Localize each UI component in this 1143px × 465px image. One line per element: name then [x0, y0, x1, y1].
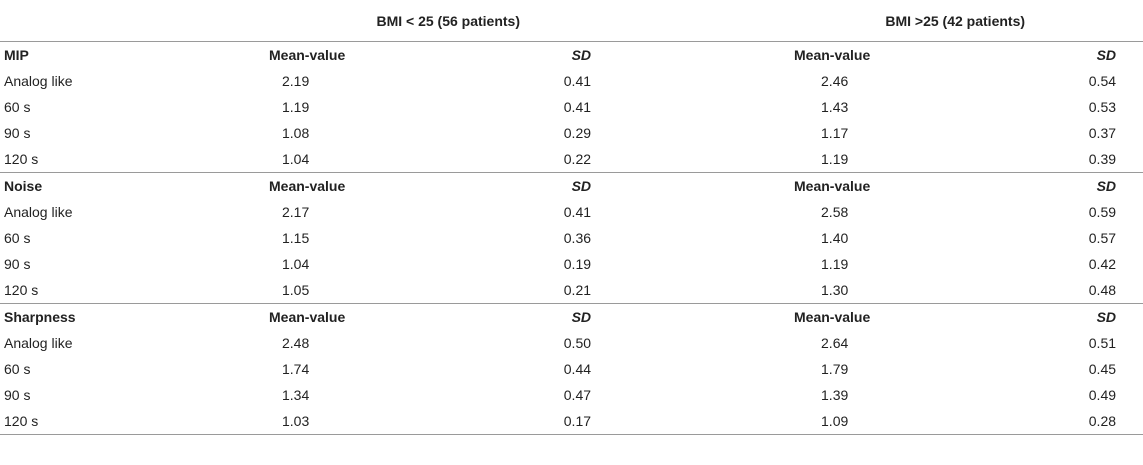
- mean-value-cell: 1.08: [282, 125, 310, 141]
- mean-value-cell: 1.40: [821, 230, 849, 246]
- mean-value-cell: 1.09: [600, 408, 981, 435]
- mean-value-cell: 1.03: [120, 408, 450, 435]
- row-label: 60 s: [4, 230, 31, 246]
- section-title: Noise: [0, 172, 120, 199]
- mean-value-cell: 1.34: [282, 387, 310, 403]
- sd-cell: 0.22: [563, 151, 592, 167]
- mean-value-cell: 1.05: [282, 282, 310, 298]
- table-row: 60 s 1.74 0.44 1.79 0.45: [0, 356, 1143, 382]
- section-title: Sharpness: [0, 303, 120, 330]
- row-label: 90 s: [4, 256, 31, 272]
- sd-cell: 0.57: [1088, 230, 1117, 246]
- sd-cell: 0.44: [563, 361, 592, 377]
- mean-value-cell: 1.39: [821, 387, 849, 403]
- row-label: Analog like: [4, 73, 73, 89]
- row-label: 120 s: [0, 408, 120, 435]
- mean-value-cell: 1.15: [282, 230, 310, 246]
- mean-value-cell: 1.74: [282, 361, 310, 377]
- row-label: 120 s: [4, 151, 39, 167]
- sd-cell: 0.59: [1088, 204, 1117, 220]
- mean-value-header: Mean-value: [120, 41, 450, 68]
- sd-cell: 0.49: [1088, 387, 1117, 403]
- mean-value-header: Mean-value: [120, 303, 450, 330]
- sd-cell: 0.36: [563, 230, 592, 246]
- table-row: 90 s 1.34 0.47 1.39 0.49: [0, 382, 1143, 408]
- table-row: 60 s 1.15 0.36 1.40 0.57: [0, 225, 1143, 251]
- mean-value-cell: 1.19: [821, 256, 849, 272]
- sd-header: SD: [980, 41, 1143, 68]
- row-label: Analog like: [4, 335, 73, 351]
- table-row: Analog like 2.19 0.41 2.46 0.54: [0, 68, 1143, 94]
- sd-cell: 0.51: [1088, 335, 1117, 351]
- sd-header: SD: [450, 303, 601, 330]
- sd-cell: 0.28: [980, 408, 1143, 435]
- row-label: 120 s: [4, 282, 39, 298]
- table-row: 120 s 1.05 0.21 1.30 0.48: [0, 277, 1143, 304]
- sd-cell: 0.42: [1088, 256, 1117, 272]
- sd-header: SD: [980, 303, 1143, 330]
- mean-value-cell: 2.64: [821, 335, 849, 351]
- sd-cell: 0.29: [563, 125, 592, 141]
- sd-cell: 0.53: [1088, 99, 1117, 115]
- table-row: 60 s 1.19 0.41 1.43 0.53: [0, 94, 1143, 120]
- sd-header: SD: [450, 172, 601, 199]
- mean-value-header: Mean-value: [600, 172, 981, 199]
- mean-value-cell: 2.19: [282, 73, 310, 89]
- table-row: 90 s 1.04 0.19 1.19 0.42: [0, 251, 1143, 277]
- row-label: 90 s: [4, 387, 31, 403]
- mean-value-header: Mean-value: [120, 172, 450, 199]
- group-header-bmi-under-25: BMI < 25 (56 patients): [376, 12, 521, 29]
- sd-cell: 0.47: [563, 387, 592, 403]
- group-header-bmi-over-25: BMI >25 (42 patients): [885, 12, 1026, 29]
- mean-value-cell: 2.58: [821, 204, 849, 220]
- table-row: 120 s 1.03 0.17 1.09 0.28: [0, 408, 1143, 435]
- sd-header: SD: [450, 41, 601, 68]
- row-label: 60 s: [4, 99, 31, 115]
- sd-cell: 0.41: [563, 73, 592, 89]
- mean-value-cell: 1.17: [821, 125, 849, 141]
- section-title: MIP: [0, 41, 120, 68]
- sd-cell: 0.37: [1088, 125, 1117, 141]
- sd-cell: 0.17: [450, 408, 601, 435]
- row-label: 90 s: [4, 125, 31, 141]
- sd-cell: 0.45: [1088, 361, 1117, 377]
- mean-value-cell: 1.04: [282, 151, 310, 167]
- group-header-empty: [0, 0, 120, 42]
- sd-cell: 0.19: [563, 256, 592, 272]
- sd-cell: 0.21: [563, 282, 592, 298]
- section-header-row: Sharpness Mean-value SD Mean-value SD: [0, 303, 1143, 330]
- mean-value-cell: 1.30: [821, 282, 849, 298]
- mean-value-cell: 1.04: [282, 256, 310, 272]
- mean-value-header: Mean-value: [600, 303, 981, 330]
- mean-value-header: Mean-value: [600, 41, 981, 68]
- mean-value-cell: 2.17: [282, 204, 310, 220]
- mean-value-cell: 1.79: [821, 361, 849, 377]
- table-row: Analog like 2.17 0.41 2.58 0.59: [0, 199, 1143, 225]
- sd-cell: 0.41: [563, 204, 592, 220]
- row-label: Analog like: [4, 204, 73, 220]
- mean-value-cell: 2.48: [282, 335, 310, 351]
- sd-cell: 0.39: [1088, 151, 1117, 167]
- mean-value-cell: 1.43: [821, 99, 849, 115]
- sd-cell: 0.50: [563, 335, 592, 351]
- group-header-row: BMI < 25 (56 patients) BMI >25 (42 patie…: [0, 0, 1143, 42]
- bmi-results-table: BMI < 25 (56 patients) BMI >25 (42 patie…: [0, 0, 1143, 435]
- table-row: 90 s 1.08 0.29 1.17 0.37: [0, 120, 1143, 146]
- row-label: 60 s: [4, 361, 31, 377]
- sd-header: SD: [980, 172, 1143, 199]
- sd-cell: 0.48: [1088, 282, 1117, 298]
- mean-value-cell: 2.46: [821, 73, 849, 89]
- section-header-row: MIP Mean-value SD Mean-value SD: [0, 41, 1143, 68]
- table-row: Analog like 2.48 0.50 2.64 0.51: [0, 330, 1143, 356]
- mean-value-cell: 1.19: [282, 99, 310, 115]
- sd-cell: 0.54: [1088, 73, 1117, 89]
- mean-value-cell: 1.19: [821, 151, 849, 167]
- section-header-row: Noise Mean-value SD Mean-value SD: [0, 172, 1143, 199]
- table-row: 120 s 1.04 0.22 1.19 0.39: [0, 146, 1143, 173]
- sd-cell: 0.41: [563, 99, 592, 115]
